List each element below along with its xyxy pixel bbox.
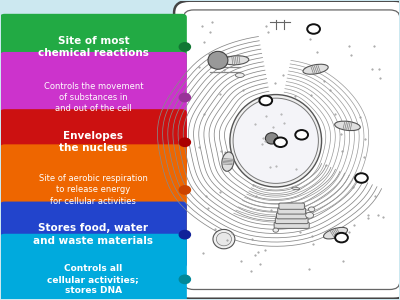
Circle shape [274, 137, 287, 147]
FancyBboxPatch shape [0, 14, 187, 80]
Circle shape [179, 230, 190, 239]
FancyBboxPatch shape [0, 234, 187, 300]
FancyBboxPatch shape [278, 208, 306, 214]
Text: Controls the movement
of substances in
and out of the cell: Controls the movement of substances in a… [44, 82, 143, 113]
FancyBboxPatch shape [274, 222, 309, 228]
FancyBboxPatch shape [279, 203, 304, 209]
Ellipse shape [267, 178, 277, 181]
FancyBboxPatch shape [0, 52, 187, 143]
Circle shape [259, 96, 272, 105]
FancyBboxPatch shape [0, 202, 187, 268]
Ellipse shape [222, 152, 234, 171]
Ellipse shape [263, 103, 272, 106]
Circle shape [355, 173, 368, 183]
FancyBboxPatch shape [276, 213, 307, 219]
Ellipse shape [223, 56, 249, 65]
Ellipse shape [335, 121, 360, 130]
Text: Site of most
chemical reactions: Site of most chemical reactions [38, 36, 149, 58]
Ellipse shape [233, 98, 318, 183]
FancyBboxPatch shape [174, 1, 400, 299]
Circle shape [335, 233, 348, 242]
Circle shape [179, 138, 190, 146]
Circle shape [295, 130, 308, 140]
FancyBboxPatch shape [275, 218, 308, 224]
Ellipse shape [213, 230, 235, 249]
Text: Controls all
cellular activities;
stores DNA: Controls all cellular activities; stores… [48, 264, 139, 295]
Circle shape [273, 228, 278, 232]
Ellipse shape [236, 73, 244, 77]
Text: Stores food, water
and waste materials: Stores food, water and waste materials [33, 224, 153, 246]
Circle shape [179, 275, 190, 284]
Text: Site of aerobic respiration
to release energy
for cellular activities: Site of aerobic respiration to release e… [39, 174, 148, 206]
Ellipse shape [216, 232, 232, 246]
Ellipse shape [208, 51, 228, 69]
FancyBboxPatch shape [0, 144, 187, 236]
Circle shape [179, 93, 190, 102]
Circle shape [179, 186, 190, 194]
Ellipse shape [303, 64, 328, 74]
Circle shape [307, 24, 320, 34]
Circle shape [179, 43, 190, 51]
FancyBboxPatch shape [0, 109, 187, 175]
Ellipse shape [265, 133, 278, 144]
Ellipse shape [248, 122, 256, 124]
Ellipse shape [324, 227, 348, 239]
Text: Envelopes
the nucleus: Envelopes the nucleus [59, 131, 128, 154]
Circle shape [306, 212, 314, 218]
Ellipse shape [230, 94, 322, 187]
Circle shape [308, 207, 315, 212]
Ellipse shape [292, 187, 300, 190]
